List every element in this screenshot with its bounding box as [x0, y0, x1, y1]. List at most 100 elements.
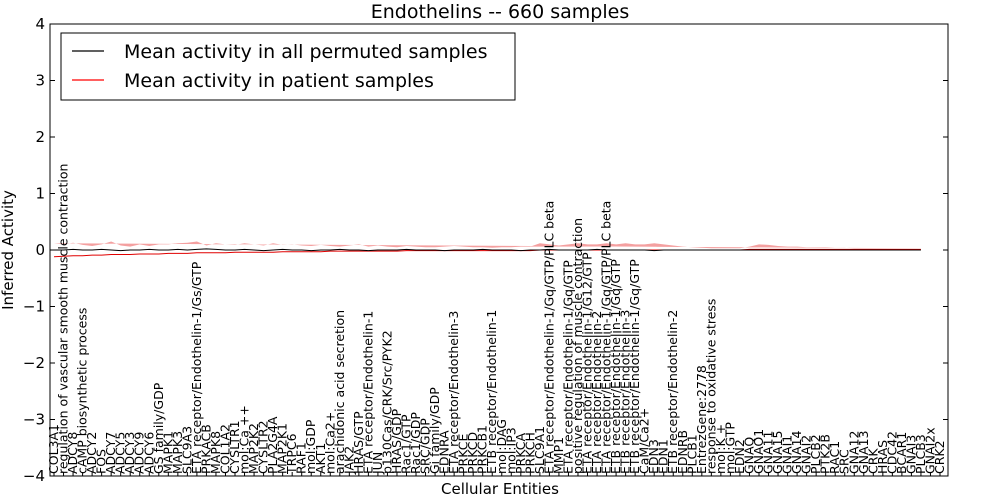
x-category-label: mol:Ca ++: [237, 405, 252, 474]
legend-box: [60, 32, 516, 101]
y-tick-label: 1: [35, 185, 45, 203]
x-category-label: GNA15: [770, 431, 785, 475]
x-category-label: Rac1/GTP: [399, 414, 414, 474]
x-category-label: PRKCD: [465, 432, 480, 474]
x-category-label: JUN: [370, 452, 385, 475]
x-category-label: MAPK3: [170, 431, 185, 474]
x-category-label: CRK: [865, 448, 880, 474]
x-category-label: PRKCH: [522, 432, 537, 474]
x-category-label: RAF1: [294, 442, 309, 474]
x-category-label: ETA receptor/Endothelin-1: [360, 311, 375, 474]
x-category-label: EDN3: [646, 439, 661, 474]
x-category-label: PRKCA: [513, 433, 528, 474]
x-category-label: PLCB3: [913, 434, 928, 474]
y-tick-label: −3: [23, 411, 45, 429]
x-category-label: SRC/GDP: [418, 418, 433, 474]
x-category-label: EntrezGene:2778: [694, 365, 709, 474]
x-category-label: GS family/GDP: [151, 382, 166, 474]
x-category-label: ETA receptor/Endothelin-1/Gq/GTP/PLC bet…: [541, 201, 556, 474]
x-category-label: ADCY9: [132, 432, 147, 474]
x-category-label: GNA12: [846, 431, 861, 475]
x-category-label: response to oxidative stress: [703, 299, 718, 474]
x-category-label: PLA2G4A: [265, 416, 280, 474]
x-category-label: ETB receptor/Endothelin-1: [484, 310, 499, 474]
x-category-label: HRAS: [875, 440, 890, 474]
x-category-label: FOS: [94, 449, 109, 474]
x-category-label: CaM/Ca2+: [637, 408, 652, 474]
x-category-label: cAMP biosynthetic process: [75, 308, 90, 474]
x-category-label: GNAO1: [751, 429, 766, 474]
x-category-label: ADCY7: [103, 432, 118, 474]
y-axis-label: Inferred Activity: [0, 190, 17, 310]
x-category-label: ETB receptor/Endothelin-3: [618, 310, 633, 474]
x-category-label: GNAI1: [780, 435, 795, 474]
permuted-mean-line: [54, 248, 921, 252]
x-category-label: MAP2K1: [275, 423, 290, 474]
x-category-label: TRPC6: [284, 433, 299, 475]
y-tick-label: −4: [23, 467, 45, 485]
x-category-label: ETA receptor/Endothelin-1/Gq/GTP/PLC bet…: [599, 201, 614, 474]
y-tick-label: −1: [23, 298, 45, 316]
x-category-label: RAC1: [827, 441, 842, 474]
x-category-label: GNAQ: [742, 437, 757, 474]
x-category-label: mol:Ca2+: [322, 412, 337, 474]
x-category-label: MMP1: [551, 437, 566, 474]
x-category-label: ETA receptor/Endothelin-3: [446, 311, 461, 474]
y-tick-label: −2: [23, 354, 45, 372]
x-category-label: EDN2: [732, 439, 747, 474]
x-category-label: EDNRB: [675, 430, 690, 474]
x-category-label: EDNRA: [437, 430, 452, 474]
x-category-label: PLCB2: [808, 434, 823, 474]
x-category-label: AKT1: [313, 443, 328, 474]
x-category-label: CYSLTR1: [227, 420, 242, 474]
x-category-label: PRKACB: [198, 424, 213, 474]
x-category-label: regulation of vascular smooth muscle con…: [56, 164, 71, 474]
x-category-label: ADCY8: [65, 432, 80, 474]
patient-mean-line: [53, 248, 921, 258]
x-category-label: mol:K +: [713, 424, 728, 474]
x-category-label: GNA11: [761, 431, 776, 475]
x-category-label: CDC42: [884, 431, 899, 474]
x-category-label: EDN1: [656, 439, 671, 474]
x-category-label: GNAI2: [799, 435, 814, 474]
x-category-label: COL3A1: [46, 424, 61, 474]
x-axis-label: Cellular Entities: [441, 480, 559, 498]
x-category-label: SLC9A1: [532, 426, 547, 474]
x-category-label: ETB receptor/Endothelin-1/Gq/GTP: [627, 259, 642, 474]
x-category-label: mol:DAG: [494, 419, 509, 474]
x-category-label: mol:GTP: [722, 422, 737, 474]
x-category-label: MAP2K2: [246, 423, 261, 474]
x-category-label: ETB receptor/Endothelin-2: [665, 310, 680, 474]
x-category-label: COL1A2: [218, 424, 233, 474]
x-category-label: mol:GDP: [303, 419, 318, 474]
x-category-label: ADCY6: [141, 432, 156, 474]
y-tick-label: 4: [35, 15, 45, 33]
x-category-label: SRC: [837, 449, 852, 474]
x-category-label: ETA receptor/Endothelin-1/Gs/GTP: [189, 261, 204, 474]
x-category-label: PRKCE: [456, 434, 471, 474]
chart-title: Endothelins -- 660 samples: [371, 1, 630, 23]
x-category-label: ETB receptor/Endothelin-1/Gq/GTP: [608, 259, 623, 474]
x-category-label: GNAI2x: [923, 427, 938, 474]
x-category-label: mol:IP3: [503, 427, 518, 474]
x-category-label: MAPK8: [208, 431, 223, 474]
x-category-label: GNA13: [856, 431, 871, 475]
x-category-label: SLC9A3: [179, 426, 194, 474]
x-category-label: PRKCB1: [475, 425, 490, 474]
x-category-label: ADCY5: [113, 432, 128, 474]
y-tick-label: 0: [35, 241, 45, 259]
x-category-label: ETA receptor/Endothelin-1/G12/GTP: [580, 252, 595, 474]
x-category-label: positive regulation of muscle contractio…: [570, 218, 585, 474]
patient-band: [54, 241, 921, 249]
x-category-label: ADCY2: [84, 432, 99, 474]
x-category-label: GNAI3: [903, 435, 918, 474]
x-category-label: Gi family/GDP: [427, 387, 442, 474]
x-category-label: p130Cas/CRK/Src/PYK2: [379, 330, 394, 474]
x-category-label: CYSLTR2: [256, 420, 271, 474]
x-category-label: Rac1/GDP: [408, 412, 423, 474]
y-tick-label: 2: [35, 128, 45, 146]
legend-label: Mean activity in all permuted samples: [124, 41, 487, 63]
x-category-label: JAK2: [341, 446, 356, 475]
